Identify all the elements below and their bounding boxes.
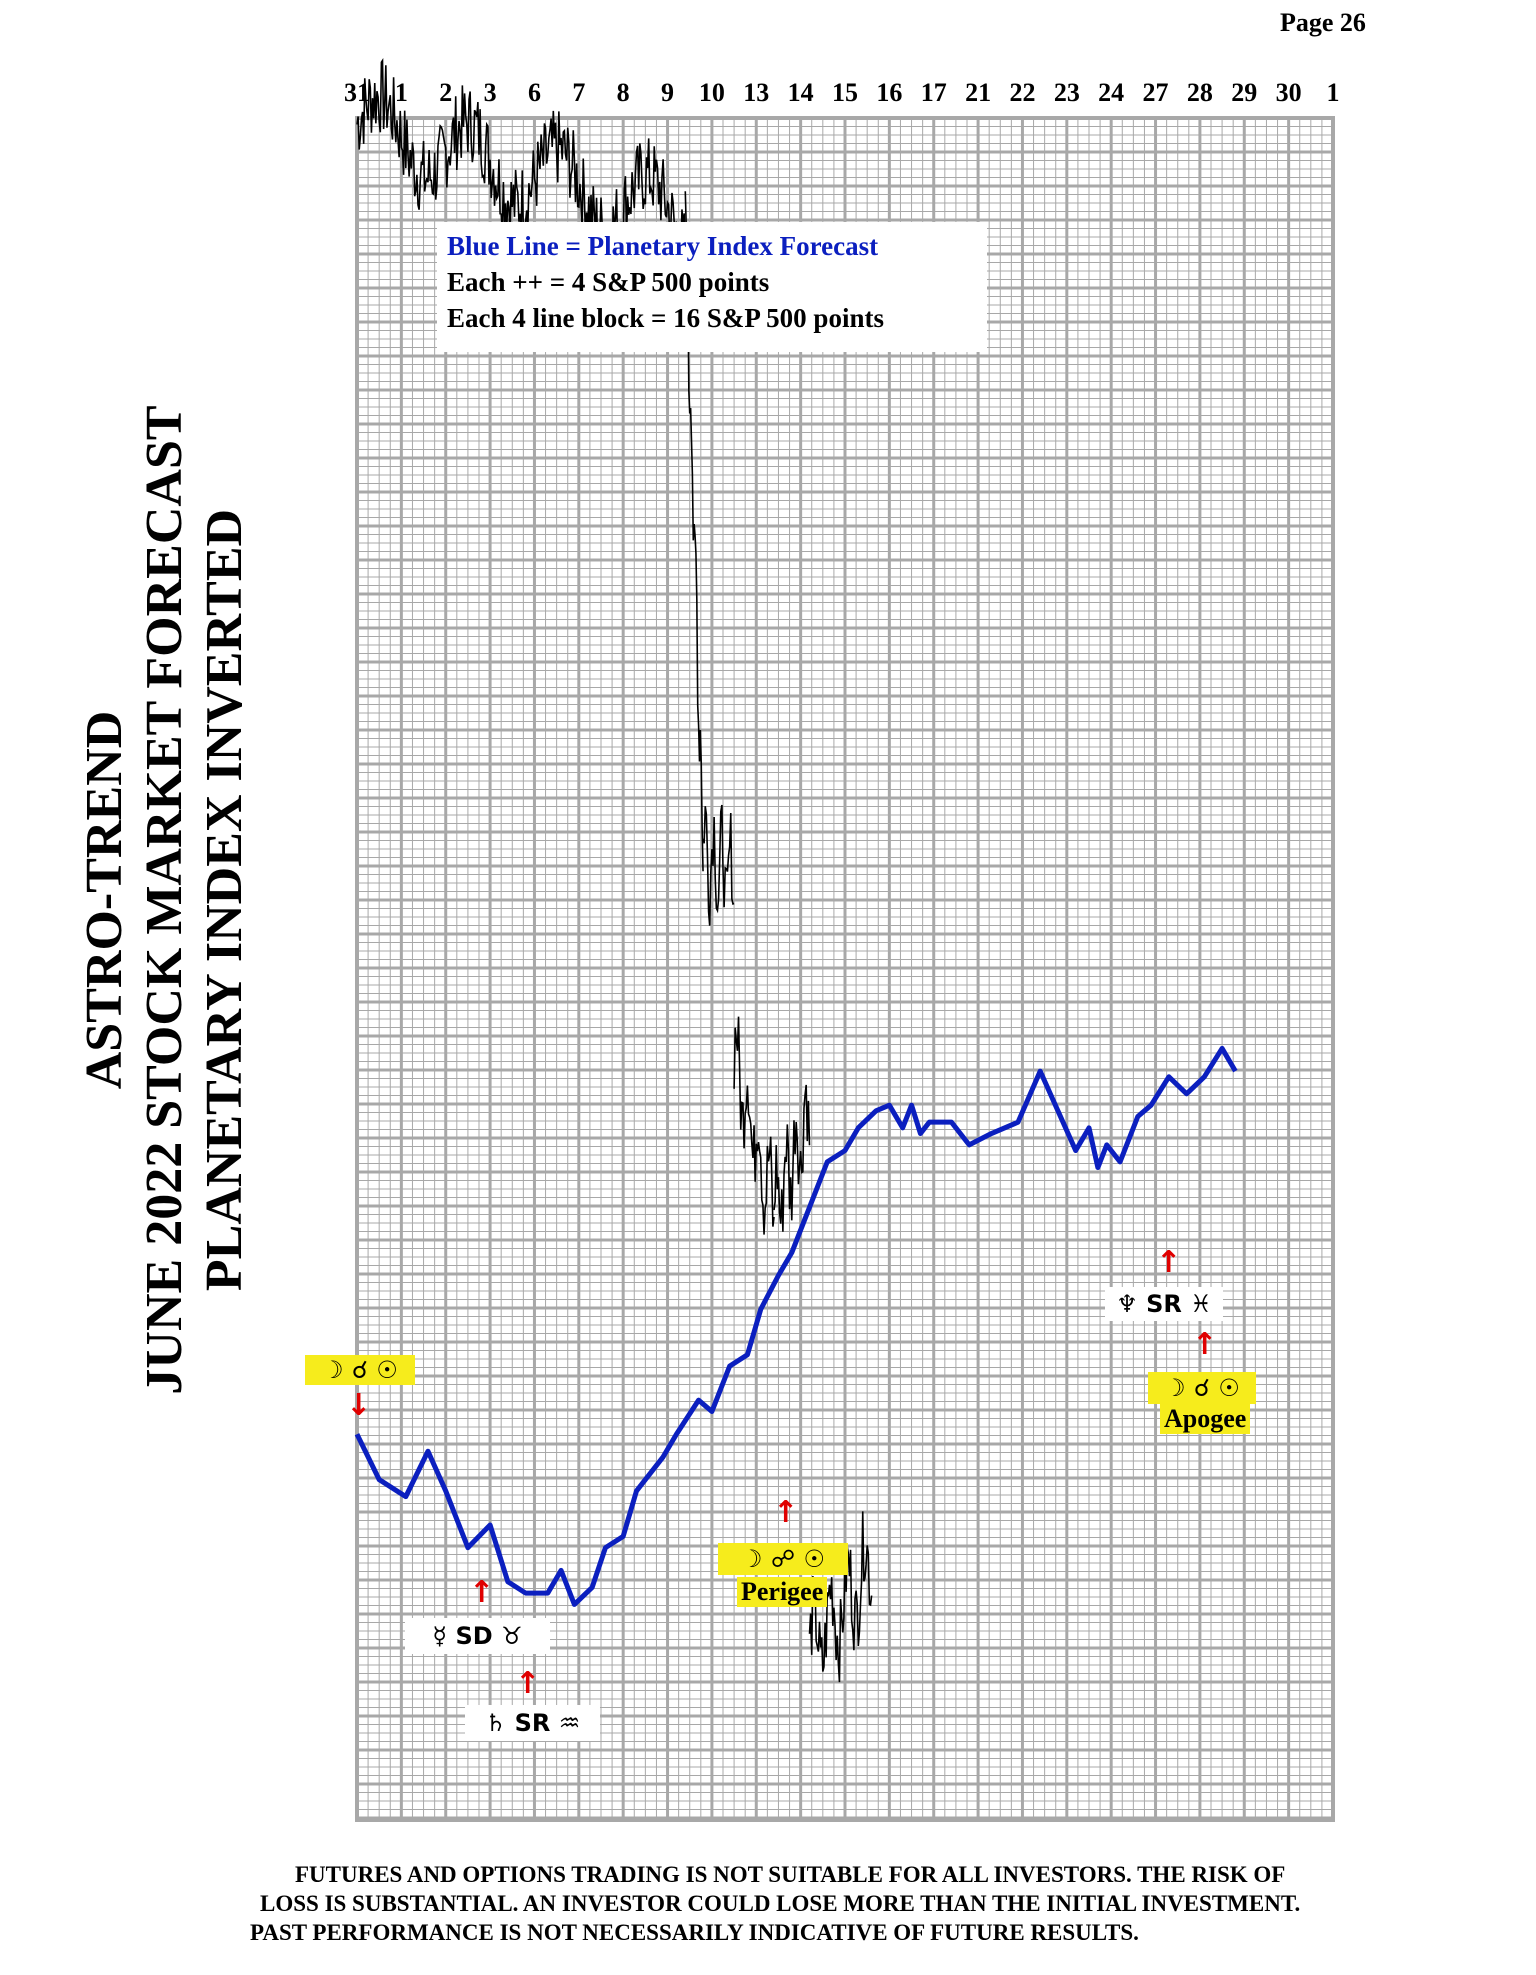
x-tick-label: 21 <box>965 78 992 107</box>
x-tick-label: 14 <box>787 78 814 107</box>
title-line-2: JUNE 2022 STOCK MARKET FORECAST <box>136 405 193 1395</box>
disclaimer: FUTURES AND OPTIONS TRADING IS NOT SUITA… <box>250 1860 1480 1947</box>
arrow-up-icon: ↑ <box>469 1575 495 1610</box>
title-line-3: PLANETARY INDEX INVERTED <box>196 508 253 1292</box>
full-moon-glyphs: ☽ ☍ ☉ <box>718 1543 848 1575</box>
page-number: Page 26 <box>1280 8 1366 37</box>
x-tick-label: 8 <box>616 78 630 107</box>
chart-grid <box>355 116 1335 1822</box>
x-tick-label: 10 <box>698 78 725 107</box>
x-tick-label: 22 <box>1009 78 1036 107</box>
arrow-up-icon: ↑ <box>1192 1327 1218 1362</box>
arrow-up-icon: ↑ <box>773 1495 799 1530</box>
x-tick-label: 15 <box>832 78 858 107</box>
price-line-segment <box>773 1084 811 1232</box>
legend-line-1: Blue Line = Planetary Index Forecast <box>447 231 879 261</box>
x-tick-label: 16 <box>876 78 903 107</box>
x-tick-label: 13 <box>743 78 770 107</box>
x-tick-label: 9 <box>661 78 675 107</box>
saturn-retrograde-glyphs: ♄ SR ♒ <box>465 1705 600 1741</box>
apogee-label: Apogee <box>1160 1404 1251 1434</box>
arrow-down-icon: ↓ <box>346 1388 372 1423</box>
disclaimer-line-2: LOSS IS SUBSTANTIAL. AN INVESTOR COULD L… <box>260 1891 1301 1916</box>
x-tick-label: 3 <box>483 78 497 107</box>
x-tick-label: 30 <box>1275 78 1302 107</box>
price-line-segment <box>733 1016 775 1235</box>
arrow-up-icon: ↑ <box>1156 1245 1182 1280</box>
neptune-retrograde-glyphs: ♆ SR ♓ <box>1105 1287 1223 1321</box>
x-tick-label: 17 <box>920 78 947 107</box>
chart-title: ASTRO-TREND JUNE 2022 STOCK MARKET FOREC… <box>75 350 315 1450</box>
x-tick-label: 24 <box>1098 78 1125 107</box>
legend-line-3: Each 4 line block = 16 S&P 500 points <box>447 303 884 333</box>
legend: Blue Line = Planetary Index Forecast Eac… <box>437 222 987 352</box>
mercury-direct-glyphs: ☿ SD ♉ <box>405 1618 550 1654</box>
x-tick-label: 29 <box>1231 78 1258 107</box>
x-tick-label: 27 <box>1142 78 1169 107</box>
x-tick-label: 23 <box>1053 78 1080 107</box>
disclaimer-line-1: FUTURES AND OPTIONS TRADING IS NOT SUITA… <box>295 1862 1286 1887</box>
x-tick-label: 6 <box>527 78 541 107</box>
x-tick-label: 1 <box>1326 78 1340 107</box>
x-tick-label: 28 <box>1186 78 1213 107</box>
x-tick-label: 1 <box>394 78 408 107</box>
arrow-up-icon: ↑ <box>515 1666 541 1701</box>
price-line-segment <box>808 1511 873 1683</box>
price-line-segment <box>702 804 735 926</box>
new-moon-apogee-glyphs: ☽ ☌ ☉ <box>1148 1372 1256 1404</box>
title-line-1: ASTRO-TREND <box>76 710 133 1090</box>
legend-line-2: Each ++ = 4 S&P 500 points <box>447 267 770 297</box>
forecast-line <box>354 1045 1238 1607</box>
x-tick-label: 2 <box>439 78 453 107</box>
x-tick-label: 7 <box>572 78 586 107</box>
forecast-series <box>354 1045 1238 1607</box>
perigee-label: Perigee <box>737 1577 828 1607</box>
disclaimer-line-3: PAST PERFORMANCE IS NOT NECESSARILY INDI… <box>250 1920 1139 1945</box>
new-moon-glyphs: ☽ ☌ ☉ <box>305 1355 415 1385</box>
